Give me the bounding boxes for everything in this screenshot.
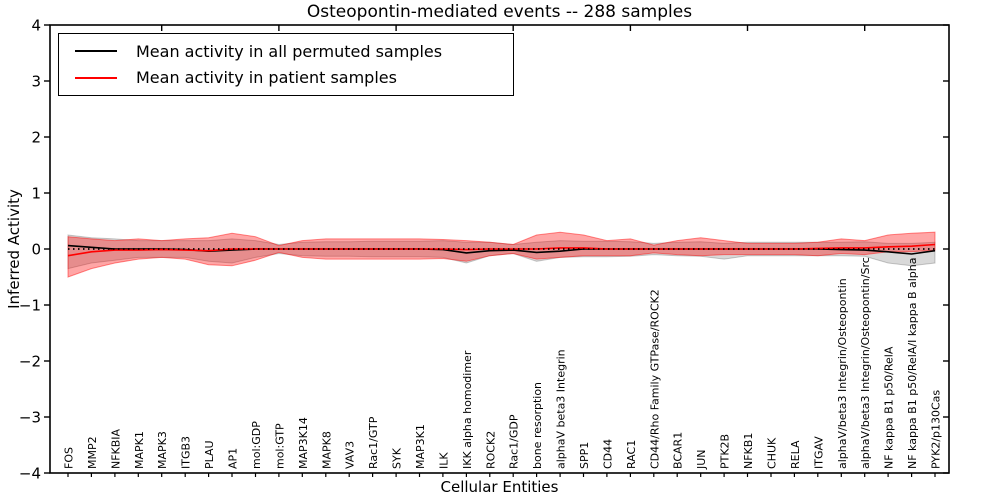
x-tick-label: MMP2 xyxy=(86,436,99,469)
x-tick-label: FOS xyxy=(63,447,76,469)
x-tick-label: alphaV/beta3 Integrin/Osteopontin xyxy=(836,278,849,469)
x-tick-label: JUN xyxy=(695,449,708,470)
x-tick-label: mol:GDP xyxy=(250,421,263,469)
legend: Mean activity in all permuted samples Me… xyxy=(58,33,514,96)
x-tick-label: PLAU xyxy=(203,440,216,469)
y-tick-label: −2 xyxy=(19,353,41,371)
x-tick-label: bone resorption xyxy=(531,382,544,469)
patient-samples-std-band xyxy=(67,231,936,278)
x-tick-label: SPP1 xyxy=(578,442,591,469)
x-tick-label: PYK2/p130Cas xyxy=(930,390,943,469)
y-tick-label: 4 xyxy=(31,17,41,35)
x-tick-label: NFKBIA xyxy=(109,428,122,469)
x-axis-label: Cellular Entities xyxy=(440,478,559,496)
x-tick-label: MAPK8 xyxy=(320,431,333,469)
mean-line-1 xyxy=(67,243,936,257)
legend-item-permuted: Mean activity in all permuted samples xyxy=(59,42,513,61)
x-tick-label: alphaV/beta3 Integrin/Osteopontin/Src xyxy=(859,257,872,469)
x-tick-label: NFKB1 xyxy=(742,433,755,469)
x-tick-label: ILK xyxy=(437,452,450,469)
y-tick-label: −1 xyxy=(19,297,41,315)
y-tick-label: 2 xyxy=(31,129,41,147)
x-tick-label: CD44/Rho Family GTPase/ROCK2 xyxy=(648,289,661,469)
x-tick-label: Rac1/GTP xyxy=(367,416,380,469)
legend-line-red xyxy=(75,76,117,79)
x-tick-label: SYK xyxy=(391,447,404,469)
x-tick-label: CD44 xyxy=(601,439,614,469)
x-tick-label: NF kappa B1 p50/RelA xyxy=(883,346,896,469)
x-tick-label: mol:GTP xyxy=(273,423,286,469)
x-tick-label: VAV3 xyxy=(344,441,357,469)
y-tick-label: 0 xyxy=(31,241,41,259)
chart-title: Osteopontin-mediated events -- 288 sampl… xyxy=(306,2,693,22)
y-tick-label: −4 xyxy=(19,465,41,483)
x-tick-label: IKK alpha homodimer xyxy=(461,350,474,469)
x-tick-label: PTK2B xyxy=(719,434,732,469)
x-tick-label: Rac1/GDP xyxy=(508,414,521,469)
x-tick-label: alphaV beta3 Integrin xyxy=(555,349,568,469)
x-tick-label: MAP3K14 xyxy=(297,417,310,469)
legend-line-black xyxy=(75,50,117,53)
legend-label-patient: Mean activity in patient samples xyxy=(136,68,397,88)
permuted-samples-std-band xyxy=(67,234,936,270)
x-tick-label: RAC1 xyxy=(625,440,638,469)
legend-label-permuted: Mean activity in all permuted samples xyxy=(136,41,443,61)
x-tick-label: ITGB3 xyxy=(180,436,193,469)
x-tick-label: ROCK2 xyxy=(484,431,497,469)
y-tick-label: 1 xyxy=(31,185,41,203)
x-tick-label: AP1 xyxy=(227,448,240,469)
x-tick-label: MAPK1 xyxy=(133,431,146,469)
legend-item-patient: Mean activity in patient samples xyxy=(59,68,513,87)
x-tick-label: RELA xyxy=(789,440,802,469)
x-tick-label: MAPK3 xyxy=(156,431,169,469)
y-tick-label: 3 xyxy=(31,73,41,91)
y-tick-label: −3 xyxy=(19,409,41,427)
x-tick-label: CHUK xyxy=(766,437,779,469)
x-tick-label: NF kappa B1 p50/RelA/I kappa B alpha xyxy=(906,258,919,470)
x-tick-label: ITGAV xyxy=(812,436,825,469)
x-tick-label: MAP3K1 xyxy=(414,424,427,469)
x-tick-label: BCAR1 xyxy=(672,432,685,469)
